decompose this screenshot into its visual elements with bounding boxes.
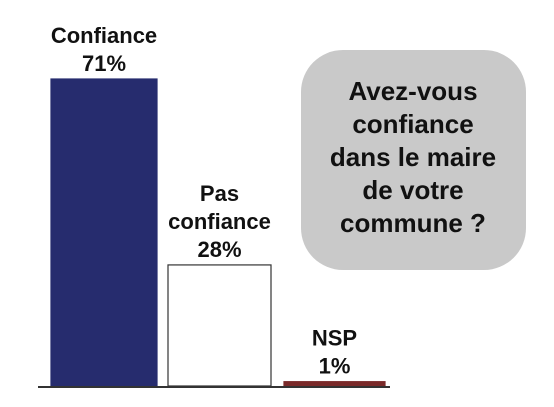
category-label-1: Confiance xyxy=(51,23,157,48)
bar-3 xyxy=(283,381,386,387)
question-line-5: commune ? xyxy=(340,208,486,238)
labels-group: Confiance 71% Pas confiance 28% NSP 1% xyxy=(51,23,357,379)
bar-2 xyxy=(167,264,272,387)
question-line-3: dans le maire xyxy=(330,142,496,172)
value-label-1: 71% xyxy=(82,51,126,76)
question-box xyxy=(301,50,526,270)
question-line-4: de votre xyxy=(362,175,463,205)
bar-1 xyxy=(50,78,158,387)
category-label-2: Pas xyxy=(200,181,239,206)
question-line-2: confiance xyxy=(352,109,473,139)
value-label-2: 28% xyxy=(197,237,241,262)
category-label-2: confiance xyxy=(168,209,271,234)
category-label-3: NSP xyxy=(312,326,357,351)
bars-group xyxy=(50,78,386,387)
question-line-1: Avez-vous xyxy=(348,76,477,106)
value-label-3: 1% xyxy=(319,354,351,379)
